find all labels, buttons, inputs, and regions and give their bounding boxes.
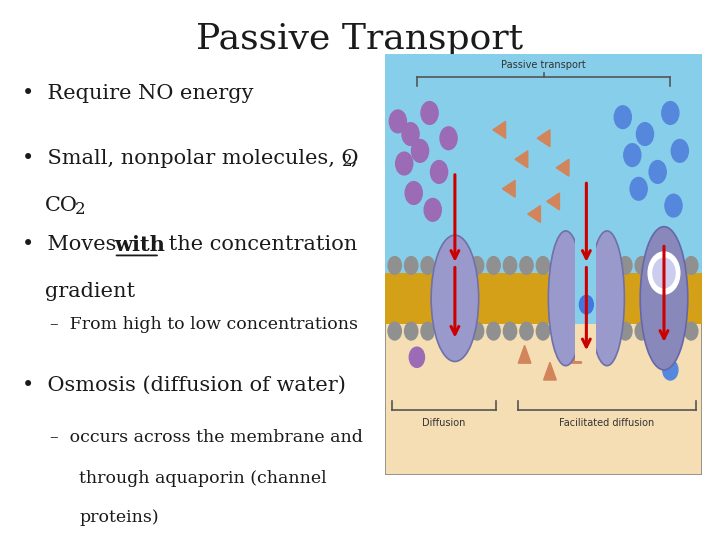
Circle shape — [570, 256, 582, 274]
Text: with: with — [114, 235, 165, 255]
Circle shape — [635, 322, 649, 340]
Circle shape — [454, 322, 467, 340]
Circle shape — [630, 178, 647, 200]
Circle shape — [553, 322, 566, 340]
Circle shape — [438, 256, 451, 274]
Text: 2: 2 — [342, 153, 353, 170]
Circle shape — [662, 102, 679, 124]
Ellipse shape — [549, 231, 583, 366]
Circle shape — [520, 322, 533, 340]
Circle shape — [662, 360, 678, 380]
Circle shape — [438, 322, 451, 340]
Circle shape — [520, 256, 533, 274]
Circle shape — [405, 181, 422, 204]
Text: Diffusion: Diffusion — [422, 418, 466, 428]
Circle shape — [470, 256, 484, 274]
Text: •  Small, nonpolar molecules, O: • Small, nonpolar molecules, O — [22, 148, 358, 167]
Circle shape — [454, 256, 467, 274]
Circle shape — [614, 106, 631, 129]
Circle shape — [635, 256, 649, 274]
Circle shape — [421, 102, 438, 124]
Polygon shape — [515, 151, 528, 168]
Circle shape — [652, 322, 665, 340]
Polygon shape — [537, 130, 550, 147]
Polygon shape — [518, 346, 531, 363]
Text: •  Moves: • Moves — [22, 235, 122, 254]
Circle shape — [470, 322, 484, 340]
Circle shape — [487, 322, 500, 340]
FancyBboxPatch shape — [385, 54, 702, 273]
Circle shape — [503, 256, 517, 274]
Circle shape — [421, 256, 434, 274]
Circle shape — [602, 322, 616, 340]
Polygon shape — [557, 159, 569, 176]
Text: the concentration: the concentration — [162, 235, 357, 254]
Circle shape — [649, 160, 666, 183]
Circle shape — [402, 123, 419, 145]
Text: Passive Transport: Passive Transport — [197, 22, 523, 56]
Text: –  From high to low concentrations: – From high to low concentrations — [50, 316, 359, 333]
Text: 2: 2 — [75, 201, 86, 218]
Polygon shape — [546, 193, 559, 210]
Ellipse shape — [640, 227, 688, 370]
Circle shape — [409, 347, 425, 367]
Circle shape — [487, 256, 500, 274]
Circle shape — [536, 256, 549, 274]
Circle shape — [570, 322, 582, 340]
Text: •  Osmosis (diffusion of water): • Osmosis (diffusion of water) — [22, 375, 346, 394]
Circle shape — [671, 139, 688, 162]
Text: proteins): proteins) — [79, 509, 159, 526]
Text: CO: CO — [45, 196, 78, 215]
Polygon shape — [528, 206, 541, 222]
Circle shape — [405, 322, 418, 340]
Circle shape — [553, 256, 566, 274]
Circle shape — [536, 322, 549, 340]
FancyBboxPatch shape — [385, 273, 702, 323]
Text: gradient: gradient — [45, 282, 135, 301]
FancyBboxPatch shape — [575, 323, 596, 361]
Circle shape — [618, 256, 632, 274]
Circle shape — [503, 322, 517, 340]
Ellipse shape — [590, 231, 624, 366]
Circle shape — [421, 322, 434, 340]
FancyBboxPatch shape — [385, 54, 702, 475]
Circle shape — [396, 152, 413, 175]
Circle shape — [390, 110, 406, 133]
Circle shape — [440, 127, 457, 150]
Circle shape — [586, 322, 599, 340]
Circle shape — [388, 322, 401, 340]
Circle shape — [685, 256, 698, 274]
Circle shape — [580, 295, 593, 314]
Polygon shape — [503, 180, 515, 197]
Circle shape — [665, 194, 682, 217]
Text: Facilitated diffusion: Facilitated diffusion — [559, 418, 654, 428]
FancyBboxPatch shape — [575, 235, 596, 361]
Circle shape — [405, 256, 418, 274]
Circle shape — [652, 256, 665, 274]
Text: –  occurs across the membrane and: – occurs across the membrane and — [50, 429, 364, 446]
Text: ,: , — [351, 148, 357, 167]
Circle shape — [668, 322, 681, 340]
Polygon shape — [544, 362, 557, 380]
Text: •  Require NO energy: • Require NO energy — [22, 84, 253, 103]
Circle shape — [602, 256, 616, 274]
Circle shape — [412, 139, 428, 162]
Circle shape — [636, 123, 654, 145]
Circle shape — [586, 256, 599, 274]
Polygon shape — [493, 122, 505, 138]
Text: Passive transport: Passive transport — [501, 60, 586, 70]
Circle shape — [668, 256, 681, 274]
Circle shape — [424, 199, 441, 221]
Circle shape — [624, 144, 641, 166]
Circle shape — [431, 160, 448, 183]
Text: through aquaporin (channel: through aquaporin (channel — [79, 470, 327, 487]
Polygon shape — [569, 346, 582, 363]
Circle shape — [653, 258, 675, 288]
Circle shape — [388, 256, 401, 274]
Ellipse shape — [431, 235, 479, 361]
Circle shape — [685, 322, 698, 340]
Circle shape — [618, 322, 632, 340]
Circle shape — [648, 252, 680, 294]
